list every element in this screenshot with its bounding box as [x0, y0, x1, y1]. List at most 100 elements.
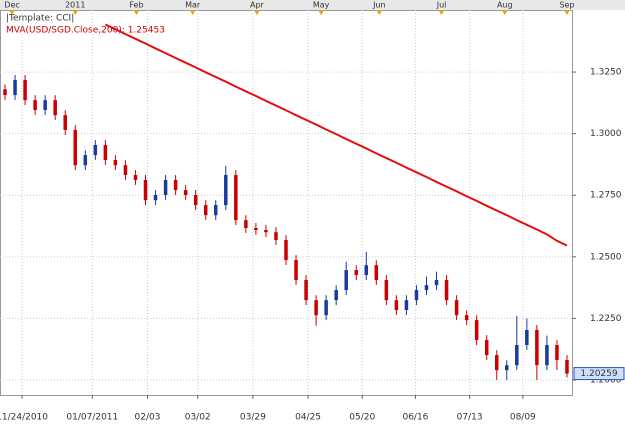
candle-body — [123, 165, 128, 176]
top-tick-marker — [318, 10, 325, 15]
candle-body — [193, 194, 198, 206]
x-tick-label: 06/16 — [402, 413, 428, 423]
candle-body — [334, 290, 338, 301]
candle-body — [384, 279, 389, 301]
top-tick-label: Aug — [497, 1, 513, 10]
candle-body — [505, 365, 509, 371]
y-tick-label: 1.3250 — [590, 68, 622, 78]
candle-body — [545, 344, 549, 366]
candle-body — [324, 300, 328, 316]
candle-body — [23, 79, 27, 101]
top-strip — [0, 0, 625, 10]
ma-label: MVA(USD/SGD.Close,200): 1.25453 — [6, 26, 165, 36]
top-tick-label: Sep — [559, 1, 574, 10]
candle-body — [13, 79, 17, 95]
candle-body — [53, 100, 57, 116]
top-tick-marker — [253, 10, 260, 15]
top-tick-label: Mar — [185, 1, 201, 10]
candle-body — [133, 175, 138, 180]
candle-body — [173, 179, 178, 191]
candle-body — [525, 329, 529, 345]
y-tick-label: 1.2250 — [590, 314, 622, 324]
top-tick-label: Dec — [4, 1, 19, 10]
y-tick-label: 1.2000 — [590, 375, 622, 385]
x-tick-label: 08/09 — [510, 413, 536, 423]
top-tick-marker — [438, 10, 445, 15]
candle-body — [484, 340, 489, 356]
y-tick-label: 1.2750 — [590, 191, 622, 201]
x-tick-label: 02/03 — [135, 413, 161, 423]
candle-body — [43, 100, 47, 111]
candle-body — [444, 279, 449, 301]
candle-body — [163, 179, 168, 195]
x-tick-label: 03/29 — [240, 413, 266, 423]
top-tick-marker — [376, 10, 383, 15]
candle-body — [213, 205, 218, 216]
candle-body — [63, 115, 67, 130]
x-tick-label: 07/13 — [457, 413, 483, 423]
candle-body — [555, 344, 559, 361]
price-tag — [573, 367, 625, 381]
candle-body — [73, 129, 78, 166]
candle-body — [33, 100, 37, 111]
x-tick-label: 11/24/2010 — [0, 413, 48, 423]
top-tick-label: Feb — [129, 1, 143, 10]
x-tick-label: 01/07/2011 — [66, 413, 118, 423]
candle-body — [284, 240, 288, 261]
candle-body — [304, 279, 308, 301]
x-tick-label: 03/02 — [185, 413, 211, 423]
template-label: |Template: CCI| — [6, 14, 74, 24]
candle-body — [93, 144, 98, 156]
candle-body — [474, 320, 479, 341]
candle-body — [294, 260, 298, 280]
top-tick-marker — [9, 10, 16, 15]
top-tick-label: Apr — [250, 1, 265, 10]
candle-body — [364, 265, 369, 276]
y-tick-label: 1.3000 — [590, 129, 622, 139]
top-tick-marker — [133, 10, 140, 15]
top-tick-label: 2011 — [65, 1, 85, 10]
candle-body — [3, 89, 7, 95]
top-tick-marker — [501, 10, 508, 15]
candle-body — [404, 300, 409, 311]
candle-body — [183, 190, 188, 195]
candle-body — [515, 344, 519, 366]
candle-body — [454, 300, 459, 316]
candle-body — [494, 355, 499, 371]
top-tick-marker — [563, 10, 570, 15]
plot-frame — [0, 10, 573, 396]
candle-body — [424, 285, 429, 291]
price-tag-label: 1.20259 — [580, 369, 617, 379]
candle-body — [113, 160, 118, 166]
candle-body — [414, 290, 419, 301]
candle-body — [535, 329, 539, 366]
candle-body — [434, 279, 439, 286]
candle-body — [203, 205, 208, 216]
top-tick-label: Jun — [372, 1, 386, 10]
top-tick-label: Jul — [436, 1, 447, 10]
top-tick-marker — [72, 10, 79, 15]
candle-body — [354, 270, 359, 276]
candle-body — [565, 360, 569, 374]
top-tick-marker — [189, 10, 196, 15]
candle-body — [274, 232, 278, 241]
candle-body — [224, 175, 228, 206]
candle-body — [314, 300, 318, 316]
candle-body — [344, 270, 348, 291]
candle-body — [83, 155, 88, 166]
candle-body — [394, 300, 399, 311]
top-tick-label: May — [313, 1, 330, 10]
candle-body — [464, 315, 469, 321]
candle-body — [234, 175, 238, 221]
candle-body — [103, 144, 108, 161]
x-tick-label: 04/25 — [295, 413, 321, 423]
candle-body — [264, 229, 268, 233]
candle-body — [143, 179, 148, 201]
candle-body — [374, 265, 379, 280]
x-tick-label: 05/20 — [349, 413, 375, 423]
moving-average-line — [104, 23, 568, 247]
candle-body — [153, 194, 158, 201]
candle-body — [244, 220, 248, 228]
y-tick-label: 1.2500 — [590, 252, 622, 262]
